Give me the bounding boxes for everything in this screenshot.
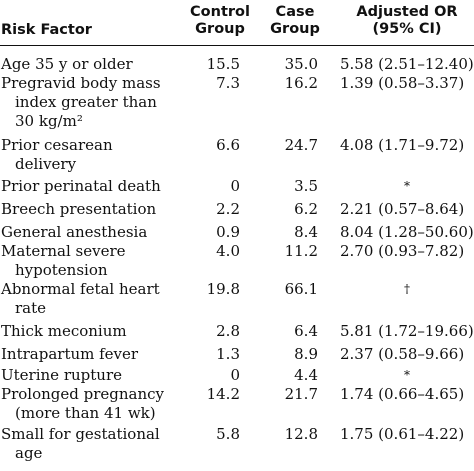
table-row: Age 35 y or older 15.5 35.0 5.58 (2.51–12.4…	[0, 55, 474, 74]
risk-factor-line: Prior perinatal death	[1, 177, 161, 195]
adjusted-or-value: 1.39 (0.58–3.37)	[340, 74, 465, 92]
case-group-value: 3.5	[294, 177, 318, 195]
header-risk-factor: Risk Factor	[1, 22, 92, 38]
control-group-value: 4.0	[216, 242, 240, 260]
case-group-value: 24.7	[284, 136, 318, 154]
risk-factor-line: 30 kg/m²	[15, 112, 83, 130]
table-row: Small for gestational age 5.8 12.8 1.75 (0.6…	[0, 425, 474, 463]
case-group-value: 6.2	[294, 200, 318, 218]
risk-factor-line: Pregravid body mass	[1, 74, 161, 92]
case-group-value: 11.2	[284, 242, 318, 260]
case-group-value: 35.0	[284, 55, 318, 73]
adjusted-or-value: 1.75 (0.61–4.22)	[340, 425, 465, 443]
control-group-value: 1.3	[216, 345, 240, 363]
risk-factor-line: Age 35 y or older	[1, 55, 133, 73]
adjusted-or-value: †	[404, 282, 410, 296]
case-group-value: 6.4	[294, 322, 318, 340]
control-group-value: 15.5	[206, 55, 240, 73]
control-group-value: 7.3	[216, 74, 240, 92]
risk-factor-cell: Intrapartum fever	[1, 345, 187, 364]
risk-factor-cell: General anesthesia	[1, 223, 187, 242]
risk-factor-line: Thick meconium	[1, 322, 127, 340]
case-group-value: 12.8	[284, 425, 318, 443]
adjusted-or-value: 2.37 (0.58–9.66)	[340, 345, 465, 363]
table-body: Age 35 y or older 15.5 35.0 5.58 (2.51–12.4…	[0, 55, 474, 465]
risk-factor-line: delivery	[15, 155, 77, 173]
risk-factor-cell: Prior cesarean delivery	[1, 136, 187, 174]
adjusted-or-value: *	[404, 179, 410, 193]
table-row: Prolonged pregnancy (more than 41 wk) 14.2…	[0, 385, 474, 423]
table-row: Intrapartum fever 1.3 8.9 2.37 (0.58–9.66)	[0, 345, 474, 364]
table-row: Uterine rupture 0 4.4 *	[0, 366, 474, 385]
risk-factor-line: Prior cesarean	[1, 136, 113, 154]
risk-factor-line: General anesthesia	[1, 223, 148, 241]
risk-factor-line: Abnormal fetal heart	[1, 280, 160, 298]
risk-factor-cell: Pregravid body mass index greater than 30 …	[1, 74, 187, 131]
table-row: Prior perinatal death 0 3.5 *	[0, 177, 474, 196]
case-group-value: 8.9	[294, 345, 318, 363]
adjusted-or-value: 2.70 (0.93–7.82)	[340, 242, 465, 260]
header-control-group: Control Group	[190, 4, 250, 37]
header-rule	[0, 45, 474, 46]
table-row: Thick meconium 2.8 6.4 5.81 (1.72–19.66)	[0, 322, 474, 341]
risk-factor-line: Intrapartum fever	[1, 345, 139, 363]
risk-factor-cell: Maternal severe hypotension	[1, 242, 187, 280]
case-group-value: 4.4	[294, 366, 318, 384]
adjusted-or-value: 2.21 (0.57–8.64)	[340, 200, 465, 218]
risk-factor-line: Breech presentation	[1, 200, 157, 218]
control-group-value: 14.2	[206, 385, 240, 403]
table-row: General anesthesia 0.9 8.4 8.04 (1.28–50.60…	[0, 223, 474, 242]
adjusted-or-value: *	[404, 368, 410, 382]
adjusted-or-value: 1.74 (0.66–4.65)	[340, 385, 465, 403]
table-row: Pregravid body mass index greater than 30 …	[0, 74, 474, 131]
case-group-value: 8.4	[294, 223, 318, 241]
case-group-value: 16.2	[284, 74, 318, 92]
risk-factor-cell: Thick meconium	[1, 322, 187, 341]
risk-factor-line: Uterine rupture	[1, 366, 122, 384]
control-group-value: 2.8	[216, 322, 240, 340]
risk-factor-cell: Uterine rupture	[1, 366, 187, 385]
risk-factor-line: hypotension	[15, 261, 108, 279]
control-group-value: 19.8	[206, 280, 240, 298]
risk-factor-cell: Small for gestational age	[1, 425, 187, 463]
adjusted-or-value: 8.04 (1.28–50.60)	[340, 223, 474, 241]
control-group-value: 0	[230, 177, 240, 195]
risk-factor-cell: Prior perinatal death	[1, 177, 187, 196]
header-adjusted-or: Adjusted OR (95% CI)	[356, 4, 458, 37]
risk-factor-line: index greater than	[15, 93, 157, 111]
case-group-value: 66.1	[284, 280, 318, 298]
adjusted-or-value: 5.81 (1.72–19.66)	[340, 322, 474, 340]
case-group-value: 21.7	[284, 385, 318, 403]
risk-factor-line: rate	[15, 299, 47, 317]
control-group-value: 0.9	[216, 223, 240, 241]
adjusted-or-value: 4.08 (1.71–9.72)	[340, 136, 465, 154]
table-row: Abnormal fetal heart rate 19.8 66.1 †	[0, 280, 474, 318]
risk-factor-line: Prolonged pregnancy	[1, 385, 165, 403]
control-group-value: 5.8	[216, 425, 240, 443]
table-row: Maternal severe hypotension 4.0 11.2 2.70 (0…	[0, 242, 474, 280]
risk-factor-cell: Prolonged pregnancy (more than 41 wk)	[1, 385, 187, 423]
table-row: Breech presentation 2.2 6.2 2.21 (0.57–8.64…	[0, 200, 474, 219]
risk-factor-line: Maternal severe	[1, 242, 126, 260]
adjusted-or-value: 5.58 (2.51–12.40)	[340, 55, 474, 73]
risk-factor-cell: Breech presentation	[1, 200, 187, 219]
risk-factor-line: (more than 41 wk)	[15, 404, 156, 422]
table-row: Prior cesarean delivery 6.6 24.7 4.08 (1.71–…	[0, 136, 474, 174]
header-case-group: Case Group	[270, 4, 320, 37]
control-group-value: 2.2	[216, 200, 240, 218]
control-group-value: 6.6	[216, 136, 240, 154]
risk-factor-line: Small for gestational	[1, 425, 160, 443]
risk-factor-line: age	[15, 444, 43, 462]
control-group-value: 0	[230, 366, 240, 384]
risk-factor-cell: Abnormal fetal heart rate	[1, 280, 187, 318]
risk-factor-cell: Age 35 y or older	[1, 55, 187, 74]
